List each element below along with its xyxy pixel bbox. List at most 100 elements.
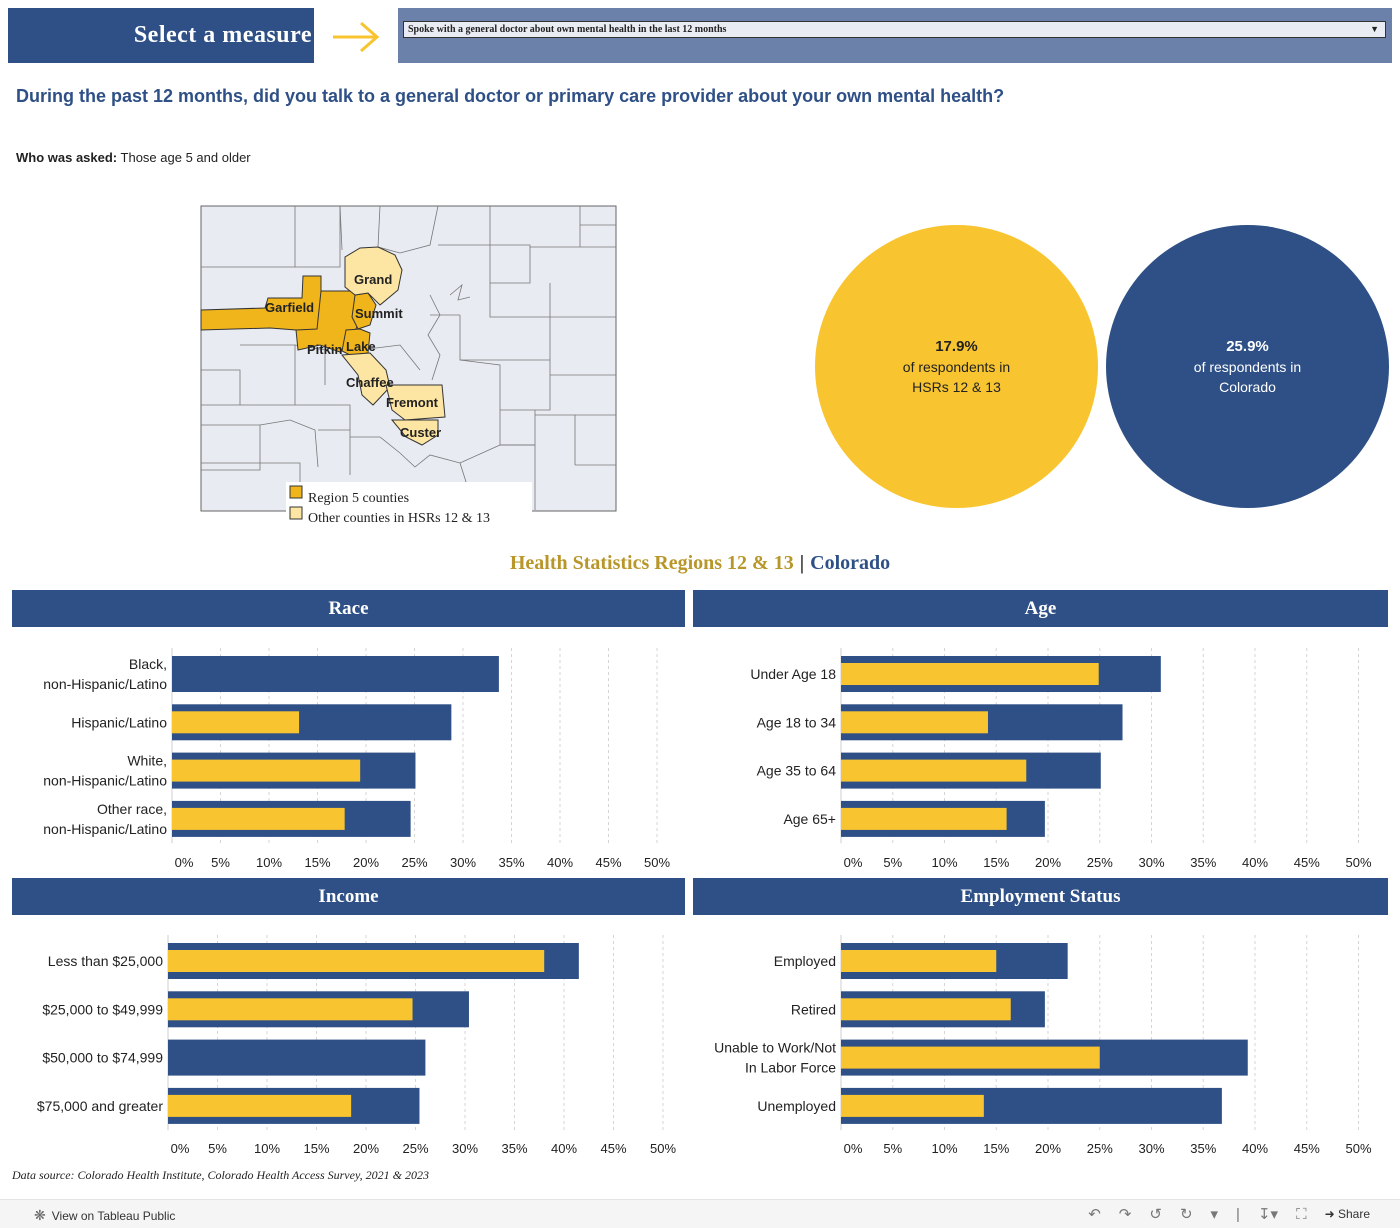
tick-label: 50% [1345,855,1371,870]
bar-colorado[interactable] [168,1039,426,1076]
bar-colorado[interactable] [172,656,499,692]
tick-label: 50% [644,855,670,870]
tick-label: 40% [551,1141,577,1156]
legend-region-label: Health Statistics Regions 12 & 13 [509,552,794,574]
tick-label: 35% [1190,855,1216,870]
undo-icon[interactable]: ↶ [1088,1206,1101,1223]
summary-colorado-line1: of respondents in [1193,358,1302,375]
tick-label: 5% [211,855,230,870]
arrow-right-icon [333,21,380,53]
share-button[interactable]: ➜ Share [1324,1207,1370,1221]
tableau-logo-icon: ❋ [34,1207,46,1223]
revert-icon[interactable]: ↺ [1149,1206,1162,1223]
category-label: non-Hispanic/Latino [43,821,167,837]
category-label: Other race, [97,801,167,817]
map-legend [286,482,532,523]
category-label: $25,000 to $49,999 [42,1001,163,1017]
map-label-chaffee: Chaffee [346,375,394,390]
category-label: non-Hispanic/Latino [43,676,167,692]
bar-region[interactable] [841,711,988,734]
measure-dropdown[interactable]: Spoke with a general doctor about own me… [403,21,1386,38]
summary-circle-region[interactable]: 17.9% of respondents in HSRs 12 & 13 [815,225,1098,508]
income-bar-chart[interactable]: Less than $25,000 $25,000 to $49,999 $50,0… [0,927,690,1163]
share-label: Share [1337,1207,1370,1221]
redo-icon[interactable]: ↷ [1118,1206,1132,1223]
category-label: Age 18 to 34 [757,714,837,730]
view-on-tableau-label: View on Tableau Public [51,1208,176,1223]
legend-region5: Region 5 counties [308,491,409,506]
colorado-county-map[interactable]: Grand Garfield Summit Pitkin Lake Chaffe… [200,205,618,523]
summary-circle-colorado[interactable]: 25.9% of respondents in Colorado [1106,225,1389,508]
fullscreen-icon[interactable]: ⛶ [1296,1205,1307,1223]
bar-region[interactable] [168,950,545,972]
grand-county[interactable] [344,246,403,306]
tick-label: 0% [175,855,194,870]
summary-colorado-line2: Colorado [1219,378,1276,395]
map-label-garfield: Garfield [265,300,314,315]
employment-bar-chart[interactable]: Employed Retired Unable to Work/Not In Labo… [690,927,1400,1163]
tick-label: 40% [1242,1141,1268,1156]
legend-other: Other counties in HSRs 12 & 13 [308,511,490,523]
refresh-icon[interactable]: ↻ [1179,1206,1193,1223]
category-label: Black, [129,656,167,672]
panel-header-age: Age [693,590,1388,627]
tick-label: 35% [498,855,524,870]
pause-icon[interactable]: ▾ [1210,1206,1219,1223]
download-icon[interactable]: ↧▾ [1257,1206,1279,1223]
bar-region[interactable] [841,1046,1100,1069]
tick-label: 10% [254,1141,280,1156]
tick-label: 5% [208,1141,227,1156]
county-outline [295,290,322,331]
summary-region-value: 17.9% [935,337,978,355]
tick-label: 5% [883,855,902,870]
summary-region-line1: of respondents in [902,358,1011,375]
category-label: Less than $25,000 [48,953,163,969]
tick-label: 20% [1035,855,1061,870]
tick-label: 15% [983,1141,1009,1156]
tick-label: 45% [1294,1141,1320,1156]
category-label: Unemployed [757,1098,836,1114]
tick-label: 10% [931,1141,957,1156]
tick-label: 40% [547,855,573,870]
tick-label: 0% [844,855,863,870]
tick-label: 10% [931,855,957,870]
tick-label: 0% [844,1141,863,1156]
panel-header-race: Race [12,590,685,627]
legend-swatch-region5 [289,485,303,499]
tick-label: 25% [1087,855,1113,870]
tick-label: 50% [1345,1141,1371,1156]
bar-region[interactable] [841,663,1099,685]
bar-region[interactable] [841,1094,984,1117]
map-label-summit: Summit [355,306,403,321]
chevron-down-icon: ▼ [1370,24,1379,34]
bar-region[interactable] [841,950,997,972]
bar-region[interactable] [841,807,1007,830]
chaffee-county[interactable] [341,352,391,406]
map-label-lake: Lake [346,339,376,354]
race-bar-chart[interactable]: Black, non-Hispanic/Latino Hispanic/Latino… [0,640,690,878]
category-label: $50,000 to $74,999 [42,1050,163,1066]
who-was-asked-label: Who was asked: [16,150,118,165]
bar-region[interactable] [168,1094,352,1117]
tick-label: 25% [402,1141,428,1156]
bar-region[interactable] [168,998,413,1021]
bar-region[interactable] [841,998,1011,1021]
category-label: White, [127,753,167,769]
view-on-tableau-link[interactable]: ❋ View on Tableau Public [34,1207,175,1224]
category-label: In Labor Force [745,1060,836,1076]
bar-region[interactable] [841,759,1027,782]
bar-region[interactable] [172,711,300,734]
category-label: Hispanic/Latino [71,714,167,730]
tick-label: 10% [256,855,282,870]
tick-label: 0% [171,1141,190,1156]
custer-county[interactable] [390,419,439,446]
county-boundaries [201,205,616,511]
bar-region[interactable] [172,807,345,830]
bar-region[interactable] [172,759,361,782]
divider: | [1236,1205,1240,1223]
category-label: $75,000 and greater [37,1098,163,1114]
who-was-asked: Who was asked: Those age 5 and older [16,150,251,165]
category-label: Employed [774,953,836,969]
age-bar-chart[interactable]: Under Age 18 Age 18 to 34 Age 35 to 64 Age … [690,640,1400,878]
fremont-county[interactable] [385,384,446,421]
